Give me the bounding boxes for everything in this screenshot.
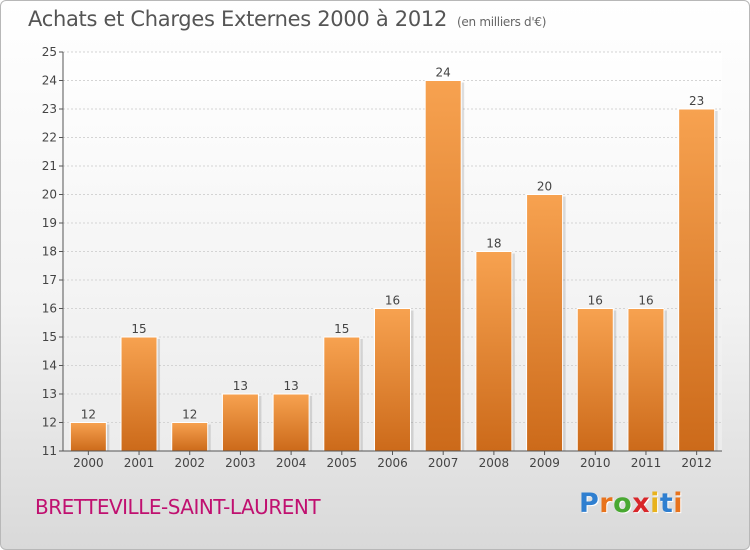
bar-value-label: 18 <box>486 237 501 251</box>
y-tick-label: 22 <box>42 131 57 145</box>
logo-letter: x <box>632 488 651 519</box>
axes: 11 12 13 14 15 16 17 18 19 20 21 22 23 24 25 2000 2001 20… <box>42 45 722 470</box>
bar <box>526 194 564 452</box>
x-tick-label: 2001 <box>124 456 155 470</box>
bar-value-label: 24 <box>436 66 451 80</box>
y-tick-label: 24 <box>42 74 57 88</box>
bar-value-label: 15 <box>131 322 146 336</box>
bar <box>576 308 614 452</box>
bar-value-label: 13 <box>233 379 248 393</box>
bars <box>69 80 718 452</box>
y-tick-label: 14 <box>42 359 57 373</box>
x-tick-label: 2003 <box>225 456 256 470</box>
bar-value-label: 12 <box>182 408 197 422</box>
bar-value-label: 16 <box>638 294 653 308</box>
bar-value-label: 15 <box>334 322 349 336</box>
bar <box>678 108 716 452</box>
y-tick-label: 17 <box>42 273 57 287</box>
bar <box>323 336 361 452</box>
y-tick-label: 18 <box>42 245 57 259</box>
logo-letter: P <box>579 488 600 519</box>
logo-letter: r <box>599 488 614 519</box>
bar <box>221 393 259 452</box>
bar <box>475 251 513 452</box>
y-tick-label: 11 <box>42 444 57 458</box>
x-tick-label: 2002 <box>174 456 205 470</box>
x-tick-label: 2006 <box>377 456 408 470</box>
bar-value-label: 16 <box>588 294 603 308</box>
chart-unit: (en milliers d'€) <box>457 15 547 29</box>
bar <box>374 308 411 452</box>
logo-letter: o <box>613 488 633 519</box>
x-tick-label: 2004 <box>276 456 307 470</box>
bar <box>69 422 107 452</box>
bar <box>272 393 310 452</box>
y-tick-label: 15 <box>42 330 57 344</box>
y-tick-label: 12 <box>42 416 57 430</box>
x-tick-label: 2007 <box>428 456 459 470</box>
y-tick-label: 16 <box>42 302 57 316</box>
proxiti-logo: Proxiti <box>579 488 683 519</box>
logo-letter: i <box>673 488 684 519</box>
x-tick-label: 2010 <box>580 456 611 470</box>
x-tick-label: 2000 <box>73 456 104 470</box>
y-tick-label: 13 <box>42 387 57 401</box>
y-tick-label: 21 <box>42 159 57 173</box>
value-labels: 12 15 12 13 13 15 16 24 18 20 16 16 23 <box>81 66 705 422</box>
x-tick-label: 2012 <box>681 456 712 470</box>
y-tick-label: 20 <box>42 188 57 202</box>
x-tick-label: 2011 <box>631 456 662 470</box>
bar <box>627 308 665 452</box>
bar <box>120 336 158 452</box>
bar-value-label: 16 <box>385 294 400 308</box>
x-tick-label: 2008 <box>479 456 510 470</box>
bar <box>171 422 209 452</box>
logo-letter: i <box>650 488 660 519</box>
commune-name: BRETTEVILLE-SAINT-LAURENT <box>35 495 321 519</box>
x-tick-label: 2009 <box>529 456 560 470</box>
bar-value-label: 13 <box>283 379 298 393</box>
x-tick-label: 2005 <box>327 456 358 470</box>
y-tick-label: 25 <box>42 45 57 59</box>
chart-title-text: Achats et Charges Externes 2000 à 2012 <box>28 7 448 31</box>
bar-value-label: 23 <box>689 94 704 108</box>
logo-letter: t <box>659 488 674 519</box>
bar <box>424 80 462 452</box>
y-tick-label: 23 <box>42 102 57 116</box>
chart-title: Achats et Charges Externes 2000 à 2012 (e… <box>28 7 546 31</box>
bar-value-label: 20 <box>537 180 552 194</box>
y-tick-label: 19 <box>42 216 57 230</box>
bar-value-label: 12 <box>81 408 96 422</box>
